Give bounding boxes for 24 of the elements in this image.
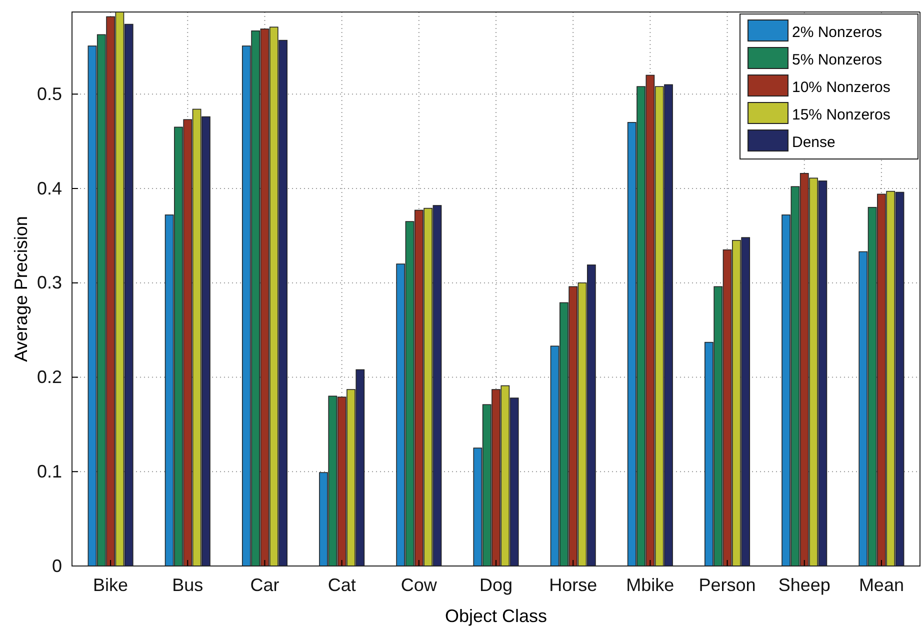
x-tick-label: Cat (328, 574, 356, 595)
x-tick-label: Mean (858, 574, 904, 595)
legend-label: 15% Nonzeros (792, 106, 890, 124)
legend-label: 2% Nonzeros (792, 24, 882, 41)
legend-label: Dense (792, 134, 836, 151)
y-tick-label: 0.5 (36, 84, 62, 104)
y-axis-title: Average Precision (11, 216, 31, 362)
x-tick-label: Person (698, 574, 756, 595)
x-tick-label: Car (250, 574, 280, 595)
x-tick-label: Mbike (626, 574, 674, 595)
legend-label: 10% Nonzeros (792, 79, 890, 96)
y-tick-label: 0.2 (36, 367, 62, 388)
legend-label: 5% Nonzeros (792, 52, 882, 68)
y-tick-label: 0.1 (36, 461, 62, 482)
x-tick-label: Sheep (778, 574, 830, 595)
x-tick-label: Bike (93, 574, 128, 595)
x-tick-label: Cow (400, 574, 438, 595)
x-tick-label: Dog (479, 574, 513, 595)
y-tick-label: 0.4 (36, 178, 62, 198)
x-tick-label: Horse (549, 574, 598, 595)
y-tick-label: 0 (52, 556, 62, 576)
x-axis-title: Object Class (444, 606, 548, 626)
y-tick-label: 0.3 (36, 272, 62, 293)
x-tick-label: Bus (172, 574, 204, 595)
